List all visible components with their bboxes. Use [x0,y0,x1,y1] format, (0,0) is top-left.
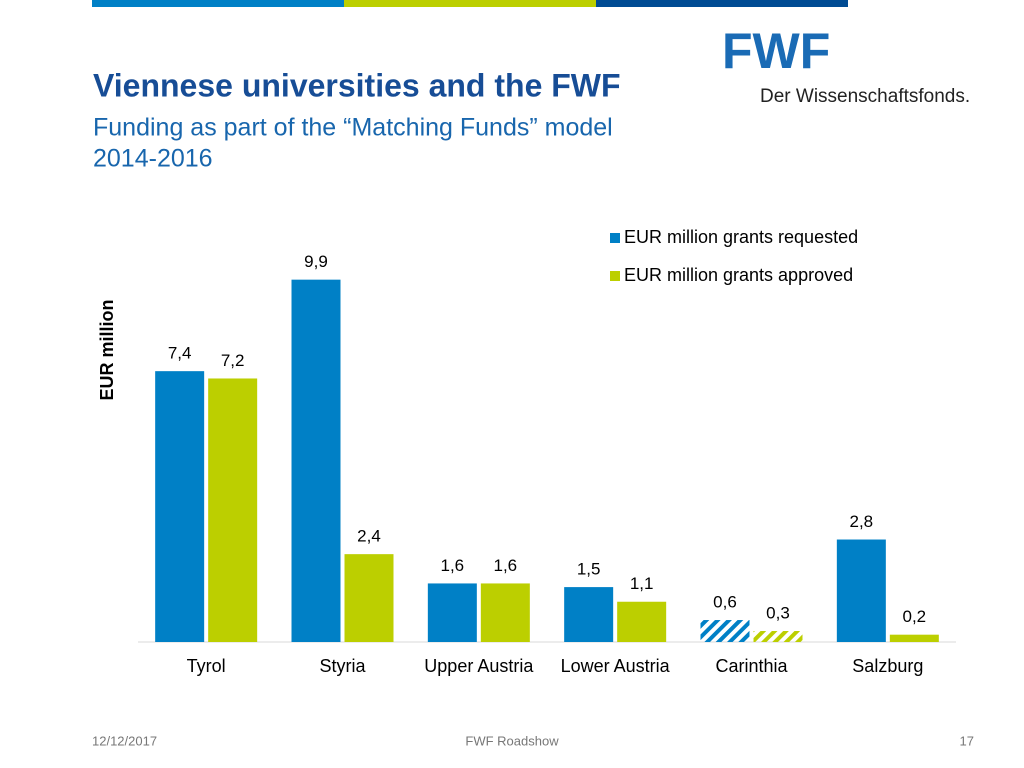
subtitle: 2014-2016 [93,145,213,173]
bar [208,378,258,642]
x-tick-label: Upper Austria [424,656,534,676]
x-tick-label: Carinthia [715,656,788,676]
value-label: 2,8 [850,512,874,531]
value-label: 0,6 [713,593,737,612]
value-label: 0,2 [903,607,927,626]
stripe [344,0,596,7]
value-label: 1,1 [630,574,654,593]
value-label: 2,4 [357,527,381,546]
bar [155,371,205,642]
bar [700,620,750,642]
value-label: 7,2 [221,351,245,370]
legend-label: EUR million grants requested [624,227,858,247]
bar [291,279,341,642]
bar [564,587,614,642]
footer-page: 17 [960,733,974,748]
value-label: 0,3 [766,604,790,623]
value-label: 9,9 [304,252,328,271]
subtitle: Funding as part of the “Matching Funds” … [93,114,613,142]
stripe [92,0,344,7]
value-label: 1,6 [441,556,465,575]
x-tick-label: Styria [319,656,366,676]
value-label: 1,6 [494,556,518,575]
logo-tagline: Der Wissenschaftsfonds. [760,86,970,107]
x-tick-label: Salzburg [852,656,923,676]
legend-label: EUR million grants approved [624,265,853,285]
bar [480,583,530,642]
bar [836,539,886,642]
logo: FWF [722,23,830,79]
title: Viennese universities and the FWF [93,67,621,103]
footer-event: FWF Roadshow [465,733,559,748]
legend-swatch [610,271,620,281]
value-label: 1,5 [577,560,601,579]
bar [889,634,939,642]
x-tick-label: Tyrol [187,656,226,676]
bar [344,554,394,642]
stripe [596,0,848,7]
bar [427,583,477,642]
bar [617,601,667,642]
legend-swatch [610,233,620,243]
x-tick-label: Lower Austria [561,656,671,676]
value-label: 7,4 [168,344,192,363]
bar [753,631,803,642]
footer-date: 12/12/2017 [92,733,157,748]
y-axis-label: EUR million [97,299,117,400]
